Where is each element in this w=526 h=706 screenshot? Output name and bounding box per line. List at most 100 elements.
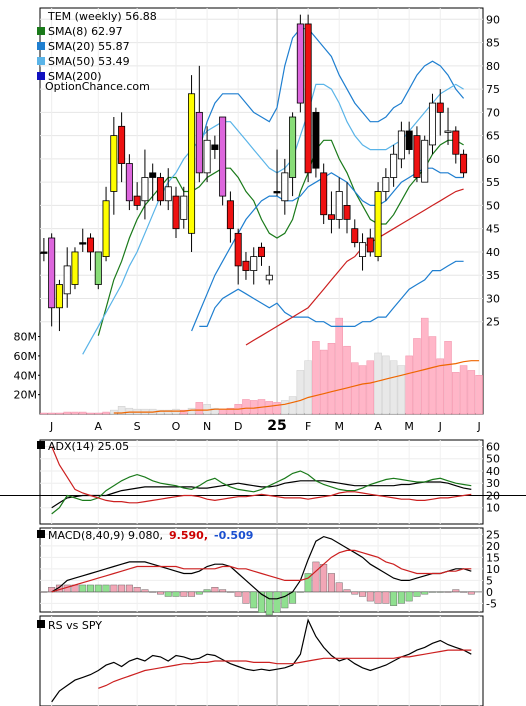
candle-body [188,93,196,234]
histogram-bar [444,591,452,593]
panel-tick-label: 5 [486,574,493,587]
candle-body [118,125,126,164]
panel-tick-label: 30 [486,477,500,490]
histogram-bar [226,591,234,593]
histogram-bar [421,591,429,595]
candle-body [452,130,460,155]
histogram-bar [304,573,312,593]
month-label: M [334,420,344,433]
price-tick-label: 50 [486,199,500,212]
volume-bar [382,355,390,415]
volume-bar [195,402,204,415]
series-line [51,446,472,504]
candle-body [460,153,468,174]
panel-tick-label: 10 [486,563,500,576]
panel-tick-label: 50 [486,453,500,466]
volume-average-line [113,360,480,414]
legend-swatch [37,441,45,449]
candle-body [87,237,95,253]
series-line [98,649,472,689]
candle-body [444,130,452,133]
candle-body [312,111,320,169]
panel-tick-label: 15 [486,551,500,564]
candle-body [273,191,281,194]
histogram-bar [195,591,203,595]
volume-bar [366,360,375,415]
month-label: J [49,420,53,433]
volume-bar [63,411,71,415]
histogram-bar [390,591,398,606]
candle-body [226,200,234,230]
candle-body [149,172,157,178]
volume-bar [296,370,305,415]
price-tick-label: 35 [486,269,500,282]
candle-body [366,237,374,253]
candle-body [133,195,141,206]
panel-tick-label: -5 [486,597,497,610]
histogram-bar [242,591,250,604]
price-tick-label: 45 [486,223,500,236]
legend-swatch [37,42,45,50]
candle-body [55,284,63,309]
panel-title-value: 9.590, [169,529,208,542]
volume-bar [319,349,328,415]
month-label: J [438,420,442,433]
volume-bar [40,412,48,415]
histogram-bar [366,591,374,602]
histogram-bar [258,591,265,613]
price-tick-label: 80 [486,60,500,73]
candle-body [335,191,343,220]
candle-body [390,153,398,178]
candle-body [320,172,328,216]
candle-body [304,23,312,174]
histogram-bar [413,591,421,597]
legend-swatch [37,57,45,65]
legend-label: SMA(20) 55.87 [48,40,130,53]
candle-body [327,214,335,220]
price-tick-label: 60 [486,153,500,166]
candle-body [382,177,390,192]
volume-bar [125,407,134,415]
volume-bar [226,407,235,415]
histogram-bar [118,584,126,593]
histogram-bar [343,589,351,593]
candle-body [40,251,48,254]
volume-bar [413,338,421,415]
series-line [51,470,472,515]
histogram-bar [397,591,405,604]
candle-body [374,191,382,257]
histogram-bar [172,591,180,597]
volume-bar [351,362,359,415]
histogram-bar [374,591,382,604]
panel-title-value: -0.509 [214,529,253,542]
volume-bar [343,345,351,415]
volume-bar [47,412,56,415]
series-line [198,28,465,150]
panel-tick-label: 25 [486,528,500,541]
candle-body [281,172,289,202]
candle-body [141,177,149,202]
candle-body [265,274,273,281]
histogram-bar [265,591,273,616]
candle-body [242,260,250,271]
candle-body [102,200,110,257]
month-label: M [404,420,414,433]
candle-body [397,130,405,160]
histogram-bar [133,587,141,593]
volume-bar [475,375,483,415]
histogram-bar [281,591,289,609]
candle-body [110,135,118,192]
volume-bar [304,360,312,415]
volume-tick-label: 60M [14,350,38,363]
histogram-bar [335,582,343,593]
month-label: J [476,420,480,433]
volume-bar [242,399,250,415]
histogram-bar [180,591,188,597]
legend-swatch [37,27,45,35]
histogram-bar [102,584,110,593]
volume-bar [397,365,406,415]
volume-bar [273,402,281,415]
month-label: S [134,420,141,433]
volume-bar [94,412,103,415]
volume-bar [71,411,79,415]
